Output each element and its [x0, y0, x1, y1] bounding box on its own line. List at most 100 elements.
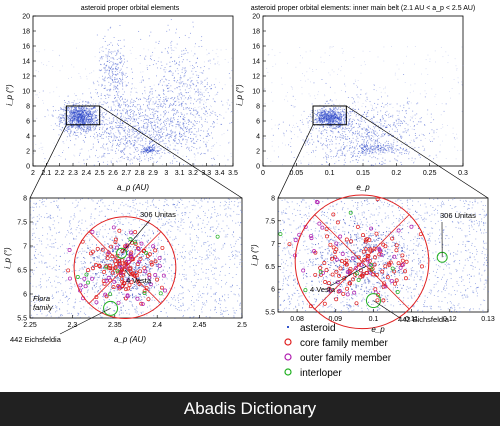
asteroid-point: [80, 125, 82, 127]
asteroid-point: [420, 139, 422, 141]
asteroid-point: [340, 150, 342, 152]
asteroid-point: [106, 111, 108, 113]
asteroid-point: [120, 61, 122, 63]
asteroid-point: [160, 67, 162, 69]
asteroid-point: [404, 128, 406, 130]
asteroid-point: [366, 128, 368, 130]
asteroid-point: [77, 98, 79, 100]
asteroid-point: [337, 116, 339, 118]
y-tick-label: 0: [26, 164, 30, 171]
asteroid-point: [76, 120, 78, 122]
asteroid-point: [44, 49, 46, 51]
asteroid-point: [194, 159, 196, 161]
asteroid-point: [173, 77, 175, 79]
asteroid-point: [326, 120, 328, 122]
asteroid-point: [205, 106, 207, 108]
asteroid-point: [357, 137, 359, 139]
asteroid-point: [350, 118, 352, 120]
asteroid-point: [181, 146, 183, 147]
asteroid-point: [158, 143, 159, 144]
asteroid-point: [188, 131, 190, 133]
asteroid-point: [96, 111, 98, 113]
asteroid-point: [189, 95, 191, 97]
asteroid-point: [357, 148, 359, 150]
asteroid-point: [408, 101, 410, 103]
asteroid-point: [190, 96, 192, 98]
asteroid-point: [113, 81, 115, 83]
asteroid-point: [115, 74, 117, 76]
asteroid-point: [70, 109, 72, 110]
asteroid-point: [53, 91, 55, 93]
asteroid-point: [386, 125, 388, 127]
asteroid-point: [153, 60, 155, 62]
asteroid-point: [175, 101, 177, 102]
asteroid-point: [196, 113, 198, 115]
asteroid-point: [174, 96, 176, 98]
asteroid-point: [134, 139, 136, 141]
asteroid-point: [73, 116, 75, 118]
asteroid-point: [139, 129, 141, 131]
asteroid-point: [183, 122, 185, 124]
asteroid-point: [66, 122, 68, 124]
asteroid-point: [152, 149, 154, 151]
asteroid-point: [134, 147, 136, 149]
asteroid-point: [327, 111, 329, 113]
asteroid-point: [150, 149, 152, 151]
asteroid-point: [78, 113, 80, 115]
asteroid-point: [322, 125, 324, 127]
asteroid-point: [181, 136, 183, 138]
asteroid-point: [361, 144, 363, 146]
asteroid-point: [182, 67, 184, 69]
asteroid-point: [366, 145, 368, 147]
asteroid-point: [95, 121, 97, 123]
asteroid-point: [408, 134, 410, 136]
asteroid-point: [133, 129, 135, 131]
asteroid-point: [324, 113, 326, 115]
asteroid-point: [170, 120, 172, 122]
asteroid-point: [163, 94, 165, 96]
asteroid-point: [329, 119, 331, 121]
asteroid-point: [324, 118, 325, 120]
asteroid-point: [66, 136, 68, 138]
asteroid-point: [112, 58, 114, 60]
asteroid-point: [352, 131, 354, 133]
asteroid-point: [335, 113, 337, 115]
asteroid-point: [183, 125, 185, 127]
asteroid-point: [349, 140, 351, 142]
asteroid-point: [74, 155, 76, 157]
asteroid-point: [147, 119, 149, 121]
asteroid-point: [383, 152, 385, 154]
asteroid-point: [158, 153, 160, 155]
asteroid-point: [161, 106, 163, 108]
asteroid-point: [114, 135, 116, 137]
asteroid-point: [111, 122, 113, 124]
asteroid-point: [357, 141, 359, 142]
asteroid-point: [133, 115, 135, 117]
asteroid-point: [113, 134, 115, 136]
asteroid-point: [178, 115, 180, 117]
asteroid-point: [149, 109, 151, 111]
asteroid-point: [140, 71, 142, 73]
asteroid-point: [101, 57, 103, 59]
asteroid-point: [183, 107, 185, 109]
asteroid-point: [98, 133, 100, 135]
asteroid-point: [383, 145, 385, 147]
asteroid-point: [60, 107, 62, 109]
asteroid-point: [118, 80, 120, 82]
asteroid-point: [140, 135, 142, 137]
asteroid-point: [148, 130, 150, 132]
asteroid-point: [83, 159, 85, 161]
asteroid-point: [145, 128, 147, 129]
asteroid-point: [338, 156, 340, 158]
asteroid-point: [71, 124, 73, 126]
asteroid-point: [321, 122, 323, 124]
asteroid-point: [337, 113, 339, 114]
asteroid-point: [124, 135, 126, 137]
asteroid-point: [358, 124, 360, 126]
asteroid-point: [338, 118, 340, 120]
asteroid-point: [71, 116, 73, 118]
asteroid-point: [71, 102, 73, 103]
asteroid-point: [327, 103, 329, 105]
asteroid-point: [418, 121, 420, 123]
asteroid-point: [120, 138, 122, 140]
